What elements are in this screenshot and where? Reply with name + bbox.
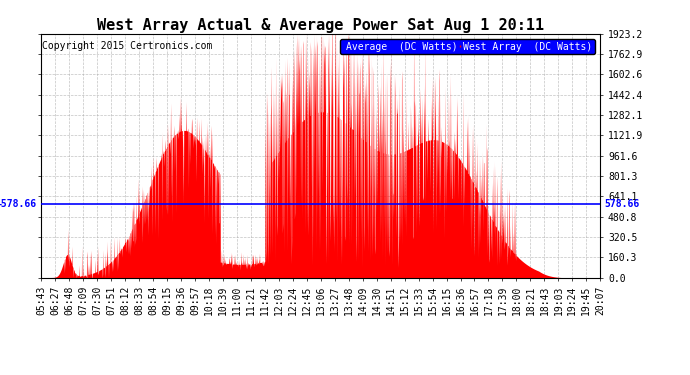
Text: 578.66: 578.66 (604, 199, 640, 209)
Title: West Array Actual & Average Power Sat Aug 1 20:11: West Array Actual & Average Power Sat Au… (97, 18, 544, 33)
Legend: Average  (DC Watts), West Array  (DC Watts): Average (DC Watts), West Array (DC Watts… (340, 39, 595, 54)
Text: +578.66: +578.66 (0, 199, 37, 209)
Text: Copyright 2015 Certronics.com: Copyright 2015 Certronics.com (42, 41, 213, 51)
